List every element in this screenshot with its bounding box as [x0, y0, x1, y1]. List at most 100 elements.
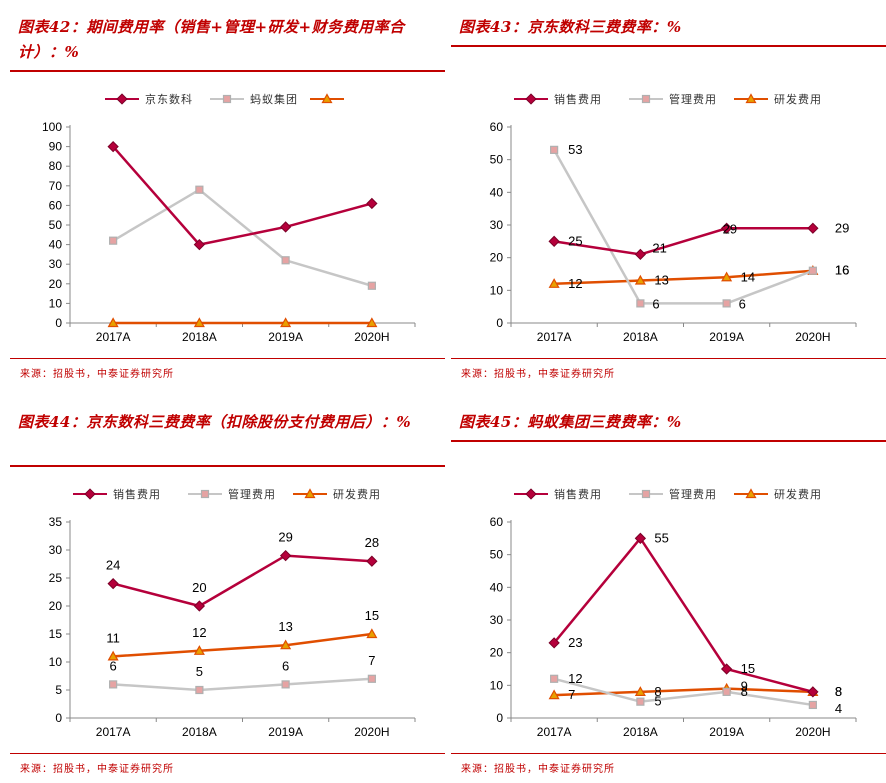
y-tick-label: 50	[490, 548, 504, 562]
series-line	[554, 269, 813, 286]
legend-marker	[200, 489, 210, 499]
source-note: 来源：招股书，中泰证券研究所	[20, 764, 174, 775]
data-point	[548, 637, 560, 649]
legend: 销售费用 管理费用 研发费用	[514, 92, 821, 106]
data-label: 6	[282, 658, 289, 673]
data-label: 21	[652, 240, 666, 255]
title-rule	[10, 70, 445, 72]
x-tick-label: 2018A	[623, 330, 658, 344]
data-point	[548, 689, 560, 700]
x-tick-label: 2019A	[268, 330, 303, 344]
line-chart-jd-three-fees: 销售费用 管理费用 研发费用 0 10 20 30 40 50 60 2017A 2018A 2019A…	[490, 92, 857, 344]
data-point	[366, 197, 378, 210]
legend: 销售费用 管理费用 研发费用	[514, 487, 822, 501]
y-tick-label: 20	[49, 599, 63, 613]
data-point	[807, 686, 819, 698]
series-1: 24 20 29 28	[106, 530, 379, 612]
legend-marker	[116, 93, 128, 105]
legend-item: 销售费用	[514, 487, 602, 501]
series-line	[112, 188, 373, 287]
y-tick-label: 15	[49, 627, 63, 641]
series-line	[113, 632, 373, 658]
legend-item: 研发费用	[734, 487, 822, 501]
legend-label: 研发费用	[774, 487, 822, 501]
series-line	[553, 149, 814, 305]
source-rule	[451, 358, 886, 359]
chart-title: 图表43：京东数科三费费率：%	[459, 18, 682, 36]
legend-label: 销售费用	[113, 487, 161, 501]
legend: 销售费用 管理费用 研发费用	[73, 487, 381, 501]
data-label: 55	[654, 530, 668, 545]
y-tick-label: 70	[49, 179, 63, 193]
legend-label: 研发费用	[333, 487, 381, 501]
data-point	[634, 532, 647, 544]
series-1	[107, 140, 378, 251]
data-label: 53	[568, 142, 582, 157]
legend-label: 管理费用	[228, 487, 276, 501]
data-label: 16	[835, 263, 849, 278]
data-label: 16	[835, 263, 849, 278]
legend-item: 销售费用	[73, 487, 161, 501]
legend-item: 蚂蚁集团	[210, 92, 297, 106]
data-point	[367, 281, 376, 290]
series-line	[112, 554, 372, 608]
axes: 0 10 20 30 40 50 60 2017A 2018A 2019A 2020H	[490, 515, 857, 739]
data-label: 8	[835, 684, 842, 699]
legend-item: 研发费用	[293, 487, 381, 501]
legend-label: 管理费用	[669, 487, 717, 501]
data-point	[107, 140, 119, 153]
line-chart-expense-ratio: 京东数科 蚂蚁集团 0 10 20 30 40 50 60 70 80 90 100 2017A 2018A…	[42, 92, 416, 344]
line-chart-ant-three-fees: 销售费用 管理费用 研发费用 0 10 20 30 40 50 60 2017A 2018A 2019A…	[490, 487, 857, 739]
source-rule	[10, 358, 445, 359]
source-note: 来源：招股书，中泰证券研究所	[461, 764, 615, 775]
data-label: 29	[278, 530, 292, 545]
legend-marker	[641, 94, 651, 104]
data-label: 29	[723, 221, 737, 236]
legend-item	[310, 93, 344, 104]
x-tick-label: 2020H	[795, 330, 830, 344]
data-point	[367, 674, 376, 683]
data-point	[366, 628, 378, 639]
x-tick-label: 2019A	[268, 725, 303, 739]
y-tick-label: 50	[49, 218, 63, 232]
y-tick-label: 10	[49, 296, 63, 310]
legend-marker	[321, 93, 333, 104]
data-point	[195, 685, 204, 695]
legend-item: 销售费用	[514, 92, 601, 106]
y-tick-label: 0	[55, 711, 62, 725]
data-point	[281, 680, 290, 689]
data-point	[107, 577, 119, 590]
y-tick-label: 35	[49, 515, 63, 529]
series-1: 25 21 29 29	[548, 220, 849, 261]
y-tick-label: 20	[49, 277, 63, 291]
data-label: 12	[568, 671, 582, 686]
data-label: 28	[365, 535, 379, 550]
data-point	[193, 238, 206, 251]
chart-panel-2: 图表43：京东数科三费费率：% 销售费用 管理费用 研发费用 0 10 20 30 40 50 6…	[451, 15, 886, 385]
data-label: 15	[741, 661, 755, 676]
legend-item: 研发费用	[734, 92, 821, 106]
data-point	[281, 256, 290, 265]
legend-item: 管理费用	[188, 487, 276, 501]
series-2: 6 5 6 7	[109, 653, 376, 695]
series-2: 53 6 6 16	[550, 142, 849, 311]
source-note: 来源：招股书，中泰证券研究所	[461, 369, 615, 380]
y-tick-label: 60	[49, 198, 63, 212]
series-line	[113, 677, 372, 692]
data-point	[550, 674, 559, 683]
legend-label: 管理费用	[669, 92, 717, 106]
data-label: 6	[110, 658, 117, 673]
x-tick-label: 2020H	[354, 330, 389, 344]
legend-label: 京东数科	[145, 92, 193, 106]
data-point	[548, 278, 560, 288]
y-tick-label: 40	[490, 185, 504, 199]
legend-marker	[745, 93, 757, 104]
data-point	[193, 645, 205, 655]
chart-panel-3: 图表44：京东数科三费费率（扣除股份支付费用后）：% 销售费用 管理费用 研发费用 0…	[10, 410, 445, 780]
data-label: 12	[192, 625, 206, 640]
legend-label: 销售费用	[554, 487, 602, 501]
data-label: 13	[654, 273, 668, 288]
data-point	[720, 663, 733, 675]
y-tick-label: 10	[490, 283, 504, 297]
axes: 0 10 20 30 40 50 60 2017A 2018A 2019A 2020H	[490, 120, 857, 344]
